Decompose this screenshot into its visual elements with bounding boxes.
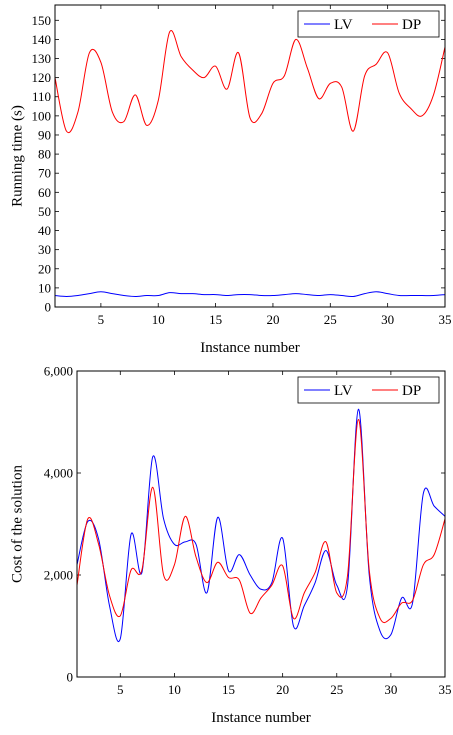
y-tick-label: 20: [38, 261, 51, 276]
x-tick-label: 35: [439, 312, 452, 327]
y-tick-label: 6,000: [44, 364, 73, 379]
y-tick-label: 10: [38, 280, 51, 295]
y-tick-label: 100: [32, 108, 52, 123]
x-tick-label: 5: [117, 682, 124, 697]
x-tick-label: 5: [98, 312, 105, 327]
y-axis-label: Cost of the solution: [9, 465, 25, 583]
x-tick-label: 20: [266, 312, 279, 327]
series-line-lv: [77, 408, 445, 642]
x-tick-label: 10: [152, 312, 165, 327]
series-line-dp: [55, 29, 445, 134]
y-tick-label: 130: [32, 51, 52, 66]
running-time-chart: 5 10 15 20 25 30 35 0 10 20 30 40 50 60 70 80 90 100 110 12…: [9, 4, 452, 356]
y-tick-label: 80: [38, 147, 51, 162]
y-tick-label: 30: [38, 242, 51, 257]
y-tick-label: 0: [45, 300, 52, 315]
plot-frame: [76, 370, 446, 678]
x-tick-label: 20: [276, 682, 289, 697]
y-tick-label: 70: [38, 166, 51, 181]
y-tick-label: 90: [38, 127, 51, 142]
y-axis-label: Running time (s): [9, 105, 25, 207]
plot-frame: [54, 4, 446, 308]
legend-label-dp: DP: [402, 383, 421, 399]
series-line-lv: [55, 291, 445, 298]
x-tick-label: 15: [222, 682, 235, 697]
y-tick-label: 60: [38, 185, 51, 200]
solution-cost-chart: 5 10 15 20 25 30 35 0 2,000 4,000 6,000 Instance nu…: [9, 364, 451, 727]
y-tick-label: 4,000: [44, 466, 73, 481]
x-tick-label: 15: [209, 312, 222, 327]
y-tick-label: 40: [38, 223, 51, 238]
y-tick-label: 150: [32, 13, 52, 28]
legend-label-lv: LV: [334, 383, 353, 399]
legend: LV DP: [297, 10, 440, 38]
x-tick-label: 35: [439, 682, 452, 697]
x-axis-label: Instance number: [211, 710, 311, 726]
x-tick-label: 25: [324, 312, 337, 327]
x-tick-label: 30: [384, 682, 397, 697]
x-tick-label: 30: [381, 312, 394, 327]
y-tick-label: 120: [32, 70, 52, 85]
tick-marks: [77, 370, 446, 678]
series-line-dp: [77, 418, 445, 624]
y-tick-label: 2,000: [44, 568, 73, 583]
y-tick-label: 0: [67, 670, 74, 685]
y-tick-label: 50: [38, 204, 51, 219]
legend: LV DP: [297, 376, 440, 404]
x-axis-label: Instance number: [200, 340, 300, 356]
y-tick-label: 110: [32, 89, 51, 104]
legend-label-dp: DP: [402, 17, 421, 33]
x-tick-label: 25: [330, 682, 343, 697]
legend-label-lv: LV: [334, 17, 353, 33]
y-tick-label: 140: [32, 32, 52, 47]
x-tick-label: 10: [168, 682, 181, 697]
tick-marks: [55, 5, 446, 308]
